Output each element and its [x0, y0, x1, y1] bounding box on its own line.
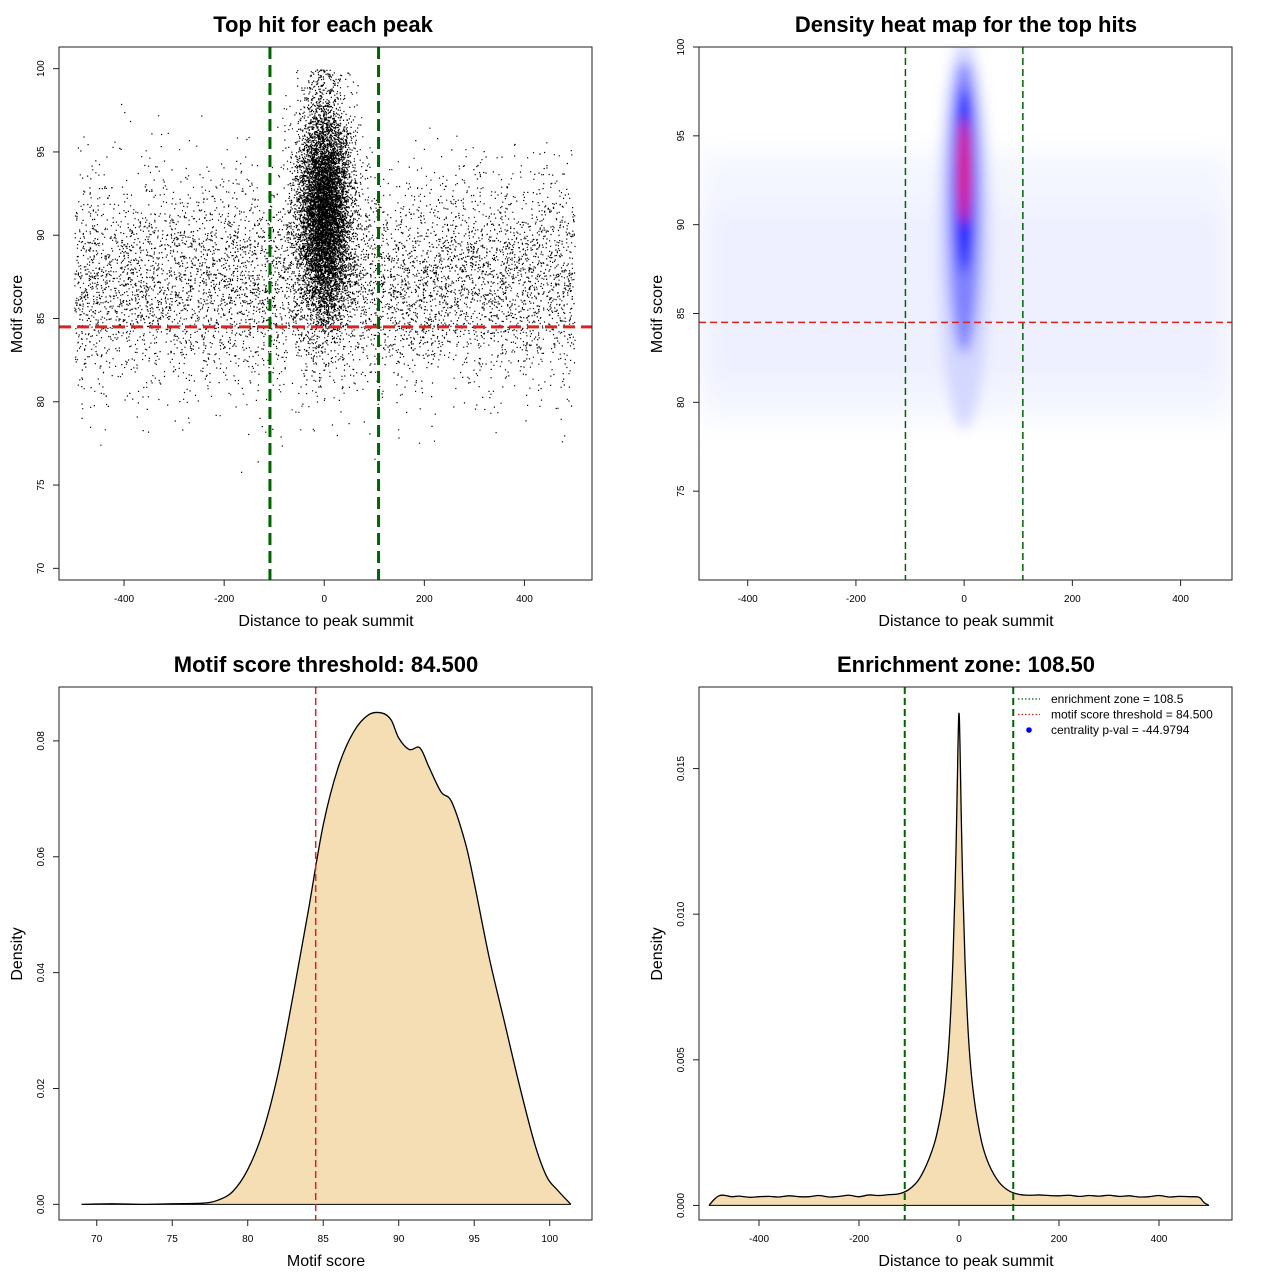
y-tick-label: 85 — [676, 308, 687, 320]
score-density-y-axis: 0.00 0.02 0.04 0.06 0.08 — [36, 731, 60, 1214]
x-tick-label: 80 — [242, 1234, 254, 1245]
legend-dot-icon — [1026, 727, 1032, 733]
x-tick-label: 100 — [541, 1234, 558, 1245]
y-tick-label: 0.000 — [676, 1192, 687, 1217]
x-tick-label: 90 — [393, 1234, 405, 1245]
y-tick-label: 95 — [36, 146, 47, 158]
y-tick-label: 0.00 — [36, 1194, 47, 1214]
x-tick-label: -200 — [849, 1234, 869, 1245]
y-tick-label: 75 — [676, 485, 687, 497]
y-tick-label: 0.005 — [676, 1047, 687, 1072]
heatmap-y-axis: 75 80 85 90 95 100 — [676, 38, 700, 497]
x-tick-label: 200 — [416, 594, 433, 605]
y-tick-label: 100 — [676, 38, 687, 55]
x-tick-label: 95 — [469, 1234, 481, 1245]
legend-label: motif score threshold = 84.500 — [1051, 708, 1213, 722]
x-tick-label: 400 — [1151, 1234, 1168, 1245]
y-tick-label: 80 — [676, 396, 687, 408]
legend-label: centrality p-val = -44.9794 — [1051, 723, 1190, 737]
x-tick-label: -400 — [738, 594, 758, 605]
legend-item: motif score threshold = 84.500 — [1018, 708, 1213, 722]
x-tick-label: 200 — [1064, 594, 1081, 605]
scatter-panel: Top hit for each peak -400 -200 0 200 400 70… — [9, 12, 593, 630]
y-tick-label: 0.02 — [36, 1078, 47, 1098]
legend-item: centrality p-val = -44.9794 — [1026, 723, 1190, 737]
x-tick-label: 0 — [321, 594, 327, 605]
y-tick-label: 90 — [676, 219, 687, 231]
heatmap-panel: Density heat map for the top hits -400 -2… — [649, 12, 1233, 630]
y-tick-label: 0.04 — [36, 962, 47, 982]
heatmap-x-label: Distance to peak summit — [878, 613, 1054, 630]
heatmap-title: Density heat map for the top hits — [795, 12, 1137, 37]
score-density-x-axis: 70 75 80 85 90 95 100 — [91, 1219, 559, 1245]
x-tick-label: 0 — [961, 594, 967, 605]
x-tick-label: -200 — [846, 594, 866, 605]
scatter-plot-area — [59, 47, 592, 580]
y-tick-label: 100 — [36, 60, 47, 77]
y-tick-label: 85 — [36, 312, 47, 324]
score-density-curve — [81, 711, 572, 1206]
x-tick-label: 0 — [956, 1234, 962, 1245]
x-tick-label: 400 — [516, 594, 533, 605]
y-tick-label: 0.08 — [36, 731, 47, 751]
distance-density-y-axis: 0.000 0.005 0.010 0.015 — [676, 756, 700, 1218]
distance-density-panel: Enrichment zone: 108.50 -400 -200 0 200 400 … — [649, 652, 1233, 1270]
y-tick-label: 0.010 — [676, 901, 687, 926]
y-tick-label: 0.06 — [36, 847, 47, 867]
distance-density-plot-area — [708, 687, 1210, 1220]
score-density-y-label: Density — [9, 927, 26, 980]
x-tick-label: -400 — [114, 594, 134, 605]
score-density-panel: Motif score threshold: 84.500 70 75 80 85 90… — [9, 652, 593, 1270]
heatmap-x-axis: -400 -200 0 200 400 — [738, 579, 1189, 605]
x-tick-label: 400 — [1172, 594, 1189, 605]
y-tick-label: 75 — [36, 479, 47, 491]
distance-density-x-axis: -400 -200 0 200 400 — [749, 1219, 1168, 1245]
score-density-plot-area — [81, 687, 572, 1220]
x-tick-label: -400 — [749, 1234, 769, 1245]
x-tick-label: 75 — [167, 1234, 179, 1245]
y-tick-label: 80 — [36, 396, 47, 408]
distance-density-curve — [708, 712, 1210, 1207]
scatter-title: Top hit for each peak — [213, 12, 433, 37]
x-tick-label: 85 — [318, 1234, 330, 1245]
heatmap-plot-area — [699, 47, 1232, 580]
legend-label: enrichment zone = 108.5 — [1051, 692, 1184, 706]
score-density-fill — [81, 712, 571, 1205]
y-tick-label: 90 — [36, 229, 47, 241]
x-tick-label: 70 — [91, 1234, 103, 1245]
y-tick-label: 0.015 — [676, 756, 687, 781]
distance-density-fill — [709, 713, 1209, 1206]
scatter-y-axis: 70 75 80 85 90 95 100 — [36, 60, 60, 574]
heatmap-hotspot — [938, 47, 991, 429]
legend-item: enrichment zone = 108.5 — [1018, 692, 1184, 706]
distance-density-title: Enrichment zone: 108.50 — [837, 652, 1095, 677]
scatter-x-label: Distance to peak summit — [238, 613, 414, 630]
scatter-y-label: Motif score — [9, 275, 26, 353]
distance-density-legend: enrichment zone = 108.5 motif score thres… — [1018, 692, 1213, 737]
scatter-x-axis: -400 -200 0 200 400 — [114, 579, 533, 605]
score-density-title: Motif score threshold: 84.500 — [174, 652, 478, 677]
heatmap-y-label: Motif score — [649, 275, 666, 353]
x-tick-label: -200 — [214, 594, 234, 605]
scatter-points — [74, 69, 576, 474]
score-density-x-label: Motif score — [287, 1253, 365, 1270]
distance-density-y-label: Density — [649, 927, 666, 980]
y-tick-label: 70 — [36, 562, 47, 574]
distance-density-x-label: Distance to peak summit — [878, 1253, 1054, 1270]
y-tick-label: 95 — [676, 130, 687, 142]
x-tick-label: 200 — [1051, 1234, 1068, 1245]
